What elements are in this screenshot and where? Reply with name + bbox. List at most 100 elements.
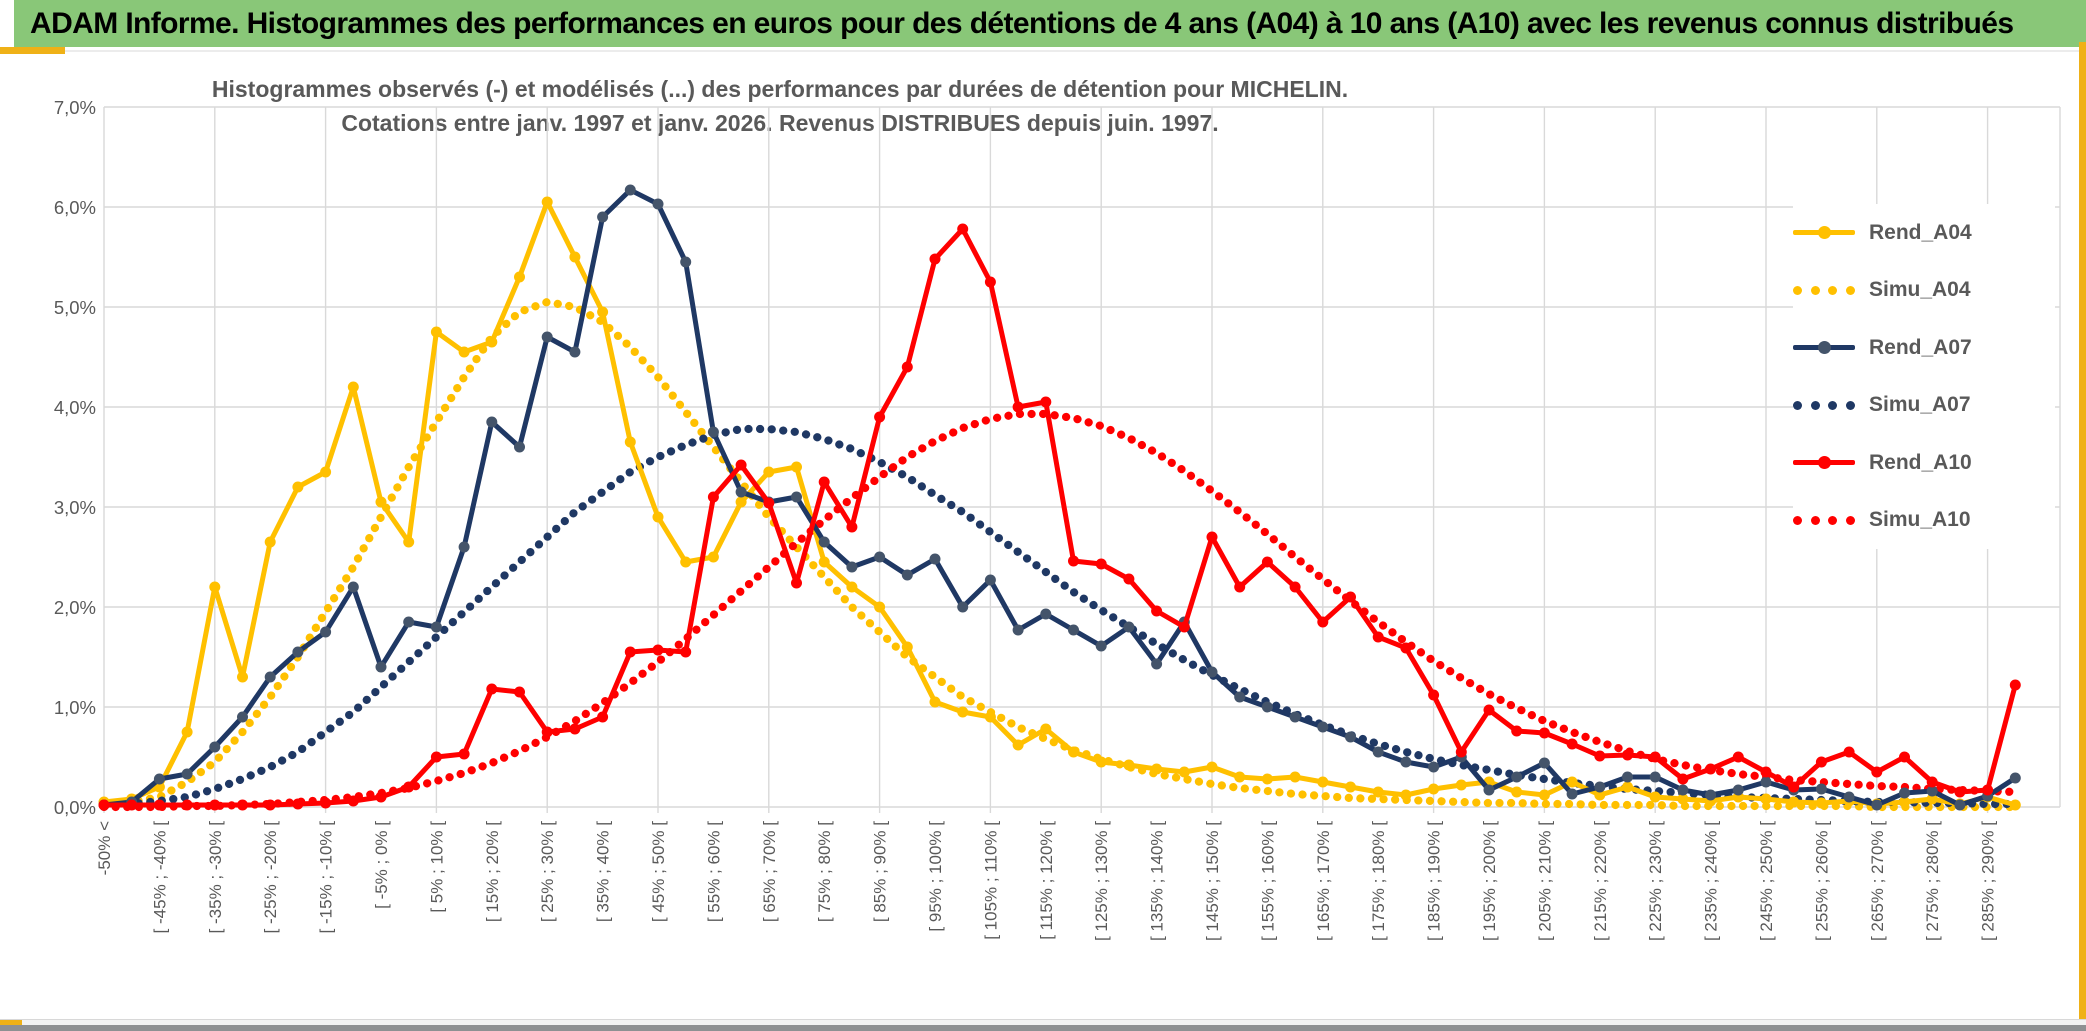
series-marker-Rend_A07 [1594, 781, 1606, 793]
series-line-Simu_A10 [99, 409, 2020, 812]
legend-item-Simu_A07[interactable]: Simu_A07 [1793, 377, 2055, 435]
series-marker-Rend_A04 [1012, 739, 1024, 751]
series-marker-Rend_A07 [624, 184, 636, 196]
series-marker-Rend_A07 [430, 621, 442, 633]
series-marker-Rend_A04 [1760, 793, 1772, 805]
series-marker-Rend_A07 [1289, 711, 1301, 723]
series-marker-Rend_A07 [1566, 788, 1578, 800]
series-marker-Rend_A10 [901, 361, 913, 373]
x-axis-label: [ 85% ; 90% [ [871, 821, 890, 922]
y-axis-label: 2,0% [54, 597, 96, 618]
y-axis-label: 3,0% [54, 497, 96, 518]
y-axis-label: 7,0% [54, 97, 96, 118]
legend-item-Rend_A04[interactable]: Rend_A04 [1793, 204, 2055, 262]
x-axis-label: [ 115% ; 120% [ [1037, 821, 1056, 940]
series-marker-Rend_A10 [1234, 581, 1246, 593]
series-marker-Rend_A04 [1926, 793, 1938, 805]
x-axis-label: [ 275% ; 280% [ [1923, 821, 1942, 941]
x-axis-label: [ 95% ; 100% [ [926, 821, 945, 932]
legend-item-Rend_A10[interactable]: Rend_A10 [1793, 434, 2055, 492]
series-marker-Rend_A07 [1677, 784, 1689, 796]
y-axis-label: 0,0% [54, 797, 96, 818]
x-axis-label: [ 65% ; 70% [ [760, 821, 779, 922]
legend-item-Simu_A04[interactable]: Simu_A04 [1793, 262, 2055, 320]
series-marker-Rend_A04 [181, 726, 193, 738]
series-marker-Rend_A07 [1705, 789, 1717, 801]
series-marker-Rend_A10 [126, 799, 138, 811]
series-marker-Rend_A10 [1123, 573, 1135, 585]
series-marker-Rend_A04 [874, 601, 886, 613]
series-marker-Rend_A10 [1068, 555, 1079, 567]
series-marker-Rend_A07 [1400, 756, 1412, 768]
legend-label: Simu_A04 [1869, 278, 1971, 302]
series-marker-Rend_A04 [1206, 761, 1218, 773]
series-marker-Rend_A04 [901, 641, 913, 653]
series-marker-Rend_A10 [735, 459, 747, 471]
series-marker-Rend_A10 [1483, 704, 1495, 716]
y-axis-label: 5,0% [54, 297, 96, 318]
x-axis-label: [ 145% ; 150% [ [1203, 821, 1222, 941]
vertical-scrollbar[interactable] [2079, 42, 2086, 1031]
series-marker-Rend_A04 [569, 251, 581, 263]
series-marker-Rend_A10 [1095, 558, 1107, 570]
series-marker-Rend_A07 [1899, 787, 1910, 799]
series-marker-Rend_A07 [2009, 772, 2021, 784]
x-axis-label: [ -35% ; -30% [ [206, 821, 225, 934]
series-marker-Rend_A04 [403, 536, 415, 548]
legend-item-Simu_A10[interactable]: Simu_A10 [1793, 492, 2055, 550]
series-marker-Rend_A10 [1040, 396, 1052, 408]
series-marker-Rend_A10 [292, 798, 304, 810]
series-marker-Rend_A07 [846, 561, 858, 573]
series-marker-Rend_A10 [1594, 750, 1606, 762]
series-marker-Rend_A10 [791, 577, 802, 589]
series-marker-Rend_A04 [707, 551, 719, 563]
series-marker-Rend_A04 [1677, 793, 1689, 805]
gold-accent-bar [0, 47, 65, 54]
series-marker-Rend_A10 [514, 686, 525, 698]
series-marker-Rend_A10 [1566, 738, 1578, 750]
horizontal-scrollbar-track[interactable] [0, 1019, 2086, 1026]
series-marker-Rend_A10 [430, 751, 442, 763]
series-marker-Rend_A04 [1455, 779, 1467, 791]
x-axis-label: [ 285% ; 290% [ [1979, 821, 1998, 941]
series-marker-Rend_A07 [652, 198, 664, 210]
series-marker-Rend_A07 [1428, 761, 1440, 773]
x-axis-label: [ -45% ; -40% [ [150, 821, 169, 934]
series-marker-Rend_A04 [1151, 763, 1163, 775]
series-marker-Rend_A10 [984, 276, 996, 288]
series-marker-Rend_A07 [1871, 799, 1883, 811]
series-marker-Rend_A10 [1151, 605, 1163, 617]
legend-label: Rend_A07 [1869, 335, 1972, 359]
series-marker-Rend_A07 [680, 256, 692, 268]
series-marker-Rend_A07 [1040, 608, 1052, 620]
separator-line [65, 50, 2086, 52]
series-marker-Rend_A10 [1261, 556, 1273, 568]
legend-item-Rend_A07[interactable]: Rend_A07 [1793, 319, 2055, 377]
series-marker-Rend_A07 [984, 574, 996, 586]
series-marker-Rend_A04 [320, 466, 332, 478]
series-marker-Rend_A07 [735, 486, 747, 498]
legend-label: Simu_A10 [1869, 508, 1971, 532]
series-marker-Rend_A04 [209, 581, 221, 593]
series-marker-Rend_A10 [1677, 773, 1689, 785]
series-marker-Rend_A10 [1926, 776, 1938, 788]
series-marker-Rend_A07 [1538, 757, 1550, 769]
series-marker-Rend_A10 [1843, 746, 1855, 758]
series-marker-Rend_A04 [1566, 776, 1578, 788]
series-marker-Rend_A10 [2009, 679, 2021, 691]
series-marker-Rend_A07 [292, 646, 304, 658]
chart-title-line1: Histogrammes observés (-) et modélisés (… [211, 76, 1349, 102]
series-marker-Rend_A10 [486, 683, 498, 695]
series-marker-Rend_A10 [237, 799, 248, 811]
series-marker-Rend_A10 [320, 797, 332, 809]
series-marker-Rend_A07 [1954, 799, 1966, 811]
series-marker-Rend_A10 [1289, 581, 1301, 593]
series-marker-Rend_A07 [1345, 731, 1356, 743]
series-marker-Rend_A04 [984, 711, 996, 723]
series-marker-Rend_A10 [846, 521, 858, 533]
x-axis-label: [ 35% ; 40% [ [594, 821, 613, 922]
series-marker-Rend_A07 [818, 536, 830, 548]
series-marker-Rend_A10 [1705, 763, 1717, 775]
series-marker-Rend_A04 [1234, 771, 1246, 783]
